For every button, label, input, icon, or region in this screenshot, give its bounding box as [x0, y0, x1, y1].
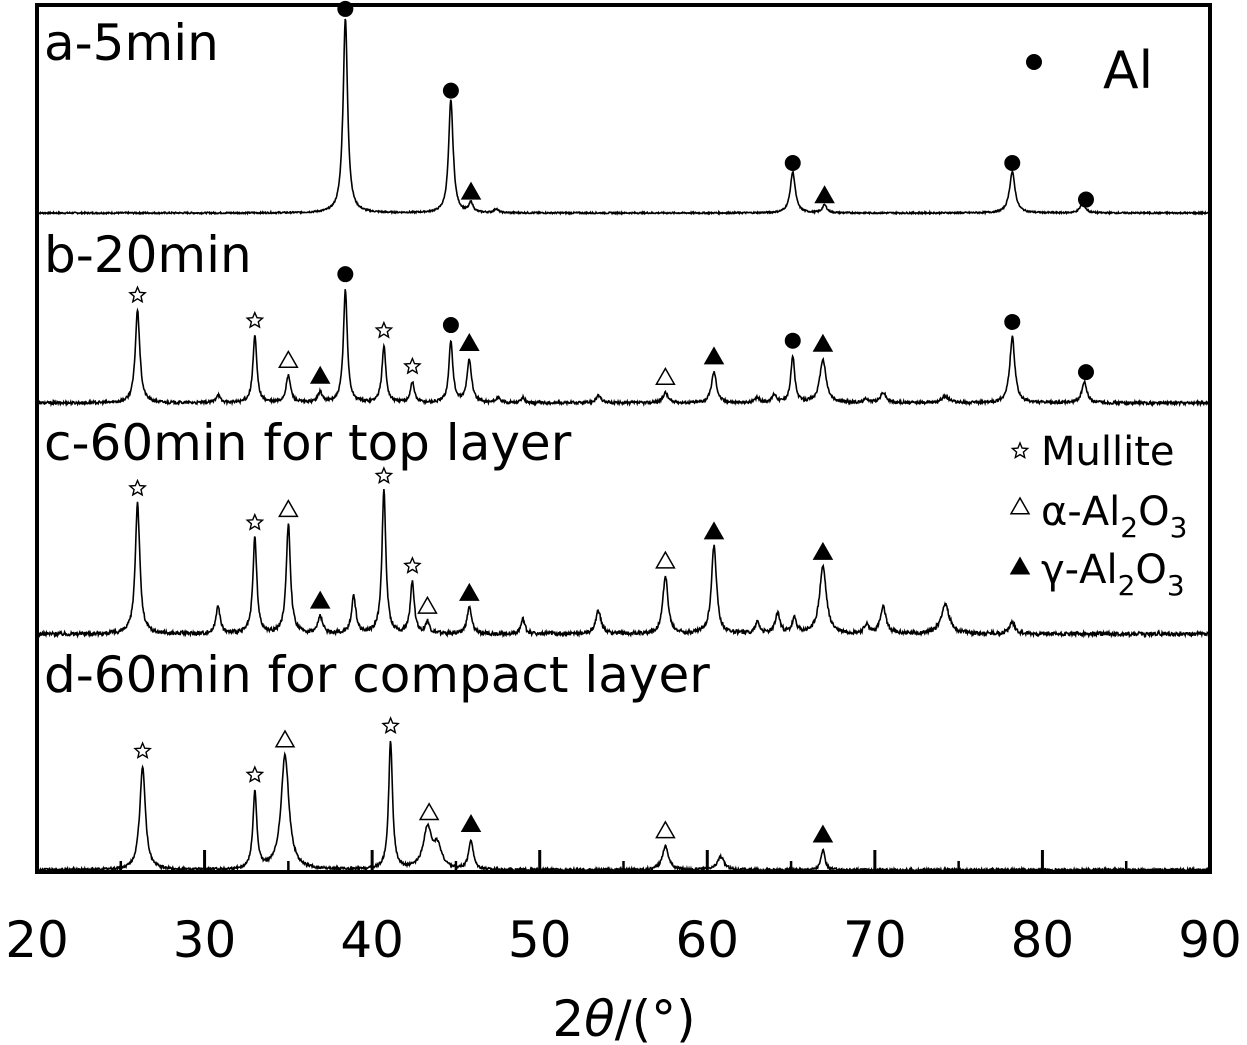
- x-tick-label-30: 30: [173, 911, 237, 969]
- a-5min-marker-circle-6: [1077, 191, 1094, 208]
- c-60min-for-top-layer-marker-triangle-open-2: [278, 499, 299, 518]
- b-20min-marker-triangle-filled-3: [309, 365, 331, 384]
- c-60min-for-top-layer-marker-star-4: [374, 466, 394, 484]
- d-60min-for-compact-layer-marker-star-0: [133, 741, 152, 759]
- pattern-c-60min-for-top-layer: [36, 489, 1211, 639]
- b-20min-marker-star-5: [374, 320, 394, 339]
- c-60min-for-top-layer-marker-star-5: [403, 556, 422, 574]
- b-20min-marker-star-1: [245, 310, 265, 329]
- b-20min-marker-triangle-open-2: [278, 350, 299, 369]
- legend-label-al: Al: [1103, 41, 1153, 101]
- d-60min-for-compact-layer-marker-star-1: [245, 765, 265, 783]
- c-60min-for-top-layer-marker-star-0: [128, 478, 147, 497]
- legend-label-1: Mullite: [1041, 429, 1175, 475]
- legend-marker-triangle-filled: [1009, 556, 1031, 575]
- pattern-label-d-60min-for-compact-layer: d-60min for compact layer: [44, 646, 710, 704]
- b-20min-marker-triangle-filled-8: [459, 333, 480, 352]
- a-5min-marker-triangle-filled-2: [460, 181, 482, 200]
- legend-label-3: γ-Al2O3: [1041, 547, 1185, 602]
- d-60min-for-compact-layer-marker-triangle-open-4: [418, 802, 440, 821]
- c-60min-for-top-layer-marker-triangle-open-6: [417, 595, 438, 614]
- d-60min-for-compact-layer-marker-triangle-open-2: [274, 729, 296, 748]
- d-60min-for-compact-layer-marker-triangle-filled-5: [460, 814, 482, 833]
- x-tick-label-50: 50: [508, 911, 572, 969]
- pattern-label-a-5min: a-5min: [44, 14, 219, 72]
- x-tick-label-20: 20: [5, 911, 69, 969]
- b-20min-marker-star-6: [403, 356, 422, 375]
- d-60min-for-compact-layer-marker-triangle-filled-7: [812, 824, 834, 843]
- x-tick-label-70: 70: [843, 911, 907, 969]
- pattern-label-b-20min: b-20min: [44, 226, 252, 284]
- legend-marker-triangle-open: [1009, 496, 1031, 515]
- b-20min-marker-triangle-open-9: [655, 366, 676, 385]
- a-5min-marker-circle-5: [1004, 155, 1021, 172]
- b-20min-marker-circle-4: [337, 266, 354, 283]
- x-tick-label-60: 60: [675, 911, 739, 969]
- pattern-label-c-60min-for-top-layer: c-60min for top layer: [44, 414, 572, 472]
- legend-marker-al: [1026, 54, 1042, 70]
- pattern-b-20min: [36, 289, 1211, 408]
- b-20min-marker-circle-14: [1077, 364, 1094, 381]
- x-tick-label-80: 80: [1011, 911, 1075, 969]
- pattern-d-60min-for-compact-layer: [36, 740, 1211, 875]
- b-20min-marker-circle-11: [784, 332, 801, 349]
- x-axis: 20 30 40 50 60 70 80 90: [5, 850, 1242, 969]
- b-20min-marker-triangle-filled-12: [812, 333, 834, 352]
- b-20min-marker-star-0: [128, 285, 147, 304]
- legend-label-2: α-Al2O3: [1041, 489, 1187, 544]
- x-tick-label-90: 90: [1178, 911, 1242, 969]
- patterns-group: [36, 18, 1211, 875]
- a-5min-marker-circle-0: [337, 0, 354, 17]
- c-60min-for-top-layer-marker-triangle-filled-9: [703, 521, 725, 540]
- c-60min-for-top-layer-marker-triangle-filled-10: [812, 541, 834, 560]
- a-5min-marker-circle-3: [784, 154, 801, 171]
- x-axis-label: 2θ/(°): [552, 990, 695, 1045]
- b-20min-marker-triangle-filled-10: [703, 346, 725, 365]
- pattern-a-5min: [36, 18, 1211, 216]
- c-60min-for-top-layer-marker-triangle-open-8: [655, 550, 676, 569]
- b-20min-marker-circle-13: [1004, 313, 1021, 330]
- phase-markers-group: [128, 0, 1094, 843]
- a-5min-marker-triangle-filled-4: [814, 185, 835, 204]
- c-60min-for-top-layer-marker-star-1: [245, 512, 265, 531]
- pattern-labels-group: a-5min b-20min c-60min for top layer d-60mi…: [44, 14, 710, 704]
- b-20min-marker-circle-7: [442, 317, 459, 334]
- x-tick-label-40: 40: [340, 911, 404, 969]
- a-5min-marker-circle-1: [442, 82, 459, 99]
- d-60min-for-compact-layer-marker-triangle-open-6: [655, 820, 676, 839]
- c-60min-for-top-layer-marker-triangle-filled-7: [459, 582, 480, 601]
- d-60min-for-compact-layer-marker-star-3: [381, 716, 400, 734]
- c-60min-for-top-layer-marker-triangle-filled-3: [309, 590, 331, 609]
- legend-marker-star: [1010, 441, 1030, 459]
